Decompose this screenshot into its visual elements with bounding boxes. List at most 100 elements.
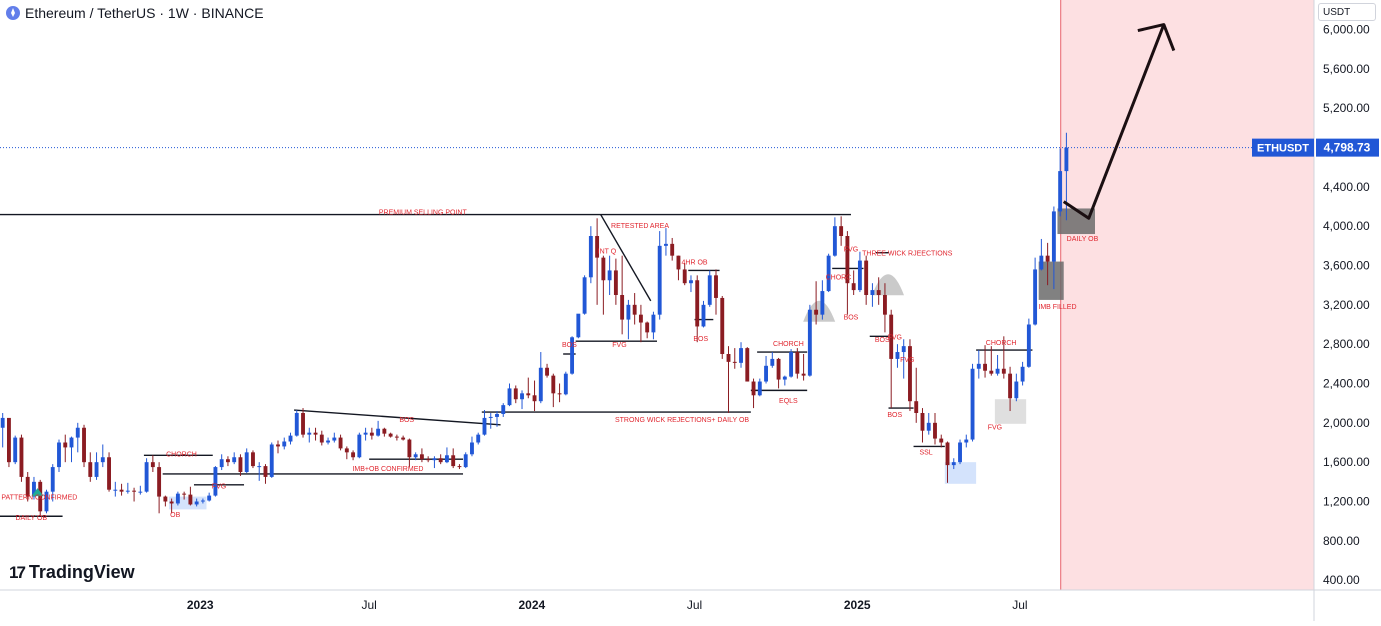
candle-body (945, 442, 950, 466)
annotation-bos-jan25: BOS (844, 315, 859, 322)
candle-body (845, 236, 850, 284)
candle-body (782, 376, 787, 380)
candle-body (607, 270, 612, 281)
candle-body (989, 370, 994, 374)
candle-body (795, 352, 800, 374)
candle-body (457, 466, 462, 468)
candle-body (319, 434, 324, 443)
candle-body (476, 434, 481, 443)
annotation-premium-selling-point: PREMIUM SELLING POINT (379, 210, 468, 217)
currency-selector[interactable]: USDT (1318, 3, 1376, 21)
candle-body (244, 452, 249, 472)
candle-body (219, 459, 224, 468)
candle-body (1033, 269, 1038, 325)
candle-body (983, 363, 987, 371)
price-tick-label: 5,200.00 (1323, 101, 1370, 115)
candle-body (526, 393, 531, 396)
candle-body (507, 388, 512, 406)
candle-body (814, 309, 819, 315)
price-tick-label: 2,400.00 (1323, 377, 1370, 391)
annotation-three-wick: THREE WICK RJEECTIONS (862, 251, 953, 258)
candle-body (32, 481, 36, 497)
candle-body (470, 442, 474, 455)
candle-body (1064, 147, 1069, 172)
candle-body (632, 304, 637, 315)
annotation-int-q: INT Q (598, 249, 617, 256)
symbol-tag: ETHUSDT (1257, 143, 1309, 155)
annotation-fvg-jun25: FVG (988, 425, 1002, 432)
candle-body (175, 493, 180, 504)
last-price-tag: 4,798.73 (1324, 141, 1371, 155)
trendline-2023 (294, 409, 501, 426)
daily-ob-zone (1057, 208, 1095, 235)
candle-body (532, 395, 537, 402)
candle-body (307, 432, 312, 435)
candle-body (88, 462, 93, 477)
candle-body (263, 466, 268, 477)
price-tick-label: 6,000.00 (1323, 23, 1370, 37)
candle-body (438, 458, 443, 463)
candle-body (301, 413, 305, 435)
candle-body (269, 444, 274, 477)
annotation-chorch-jun25: CHORCH (986, 340, 1017, 347)
candle-body (1014, 381, 1019, 399)
candle-body (369, 432, 374, 436)
candle-body (394, 436, 399, 438)
candle-body (613, 270, 618, 295)
candle-body (638, 314, 643, 323)
candle-body (6, 417, 11, 463)
candle-body (689, 280, 693, 284)
annotation-4hr-ob: 4HR OB (682, 260, 708, 267)
annotation-bos-mar24: BOS (562, 342, 577, 349)
projection-arrow-head (1137, 23, 1176, 52)
annotation-fvg-apr24: FVG (612, 342, 626, 349)
wedge-three-wick (872, 274, 904, 296)
time-tick-label: 2025 (844, 598, 871, 612)
candle-body (288, 435, 293, 442)
candle-body (563, 373, 568, 395)
candle-body (19, 437, 24, 477)
candle-body (1026, 324, 1031, 367)
annotation-ssl: SSL (919, 449, 932, 456)
candle-body (776, 358, 781, 380)
annotation-fvg-feb25b: FVG (900, 357, 914, 364)
candle-body (282, 441, 287, 447)
candle-body (870, 290, 875, 295)
candle-body (895, 352, 900, 359)
candle-body (113, 489, 118, 491)
price-tick-label: 400.00 (1323, 573, 1360, 587)
candle-body (970, 368, 975, 440)
candle-body (163, 496, 168, 502)
candle-body (707, 275, 712, 305)
annotation-fvg-feb25: FVG (888, 334, 902, 341)
last-price-tag-bg (1316, 138, 1379, 157)
candle-body (651, 314, 656, 333)
candle-body (857, 260, 862, 291)
candle-body (826, 255, 831, 292)
candle-body (663, 243, 668, 246)
candle-body (595, 236, 600, 258)
symbol-tag-bg (1252, 138, 1314, 157)
tradingview-logo-icon: 17 (9, 562, 26, 582)
price-tick-label: 2,800.00 (1323, 337, 1370, 351)
candle-body (1058, 171, 1063, 212)
candle-body (125, 490, 130, 492)
candle-body (57, 442, 61, 468)
candle-body (482, 417, 487, 435)
candle-body (920, 413, 925, 431)
price-tick-label: 4,000.00 (1323, 219, 1370, 233)
candle-body (908, 346, 912, 402)
candle-body (463, 454, 468, 468)
candle-body (807, 309, 812, 376)
candle-body (426, 459, 431, 461)
time-tick-label: Jul (687, 598, 702, 612)
candle-body (332, 437, 337, 441)
time-tick-label: Jul (361, 598, 376, 612)
candle-body (720, 297, 725, 354)
candle-body (695, 280, 700, 327)
candle-body (576, 313, 581, 338)
candle-body (488, 416, 493, 418)
candle-body (570, 337, 575, 374)
